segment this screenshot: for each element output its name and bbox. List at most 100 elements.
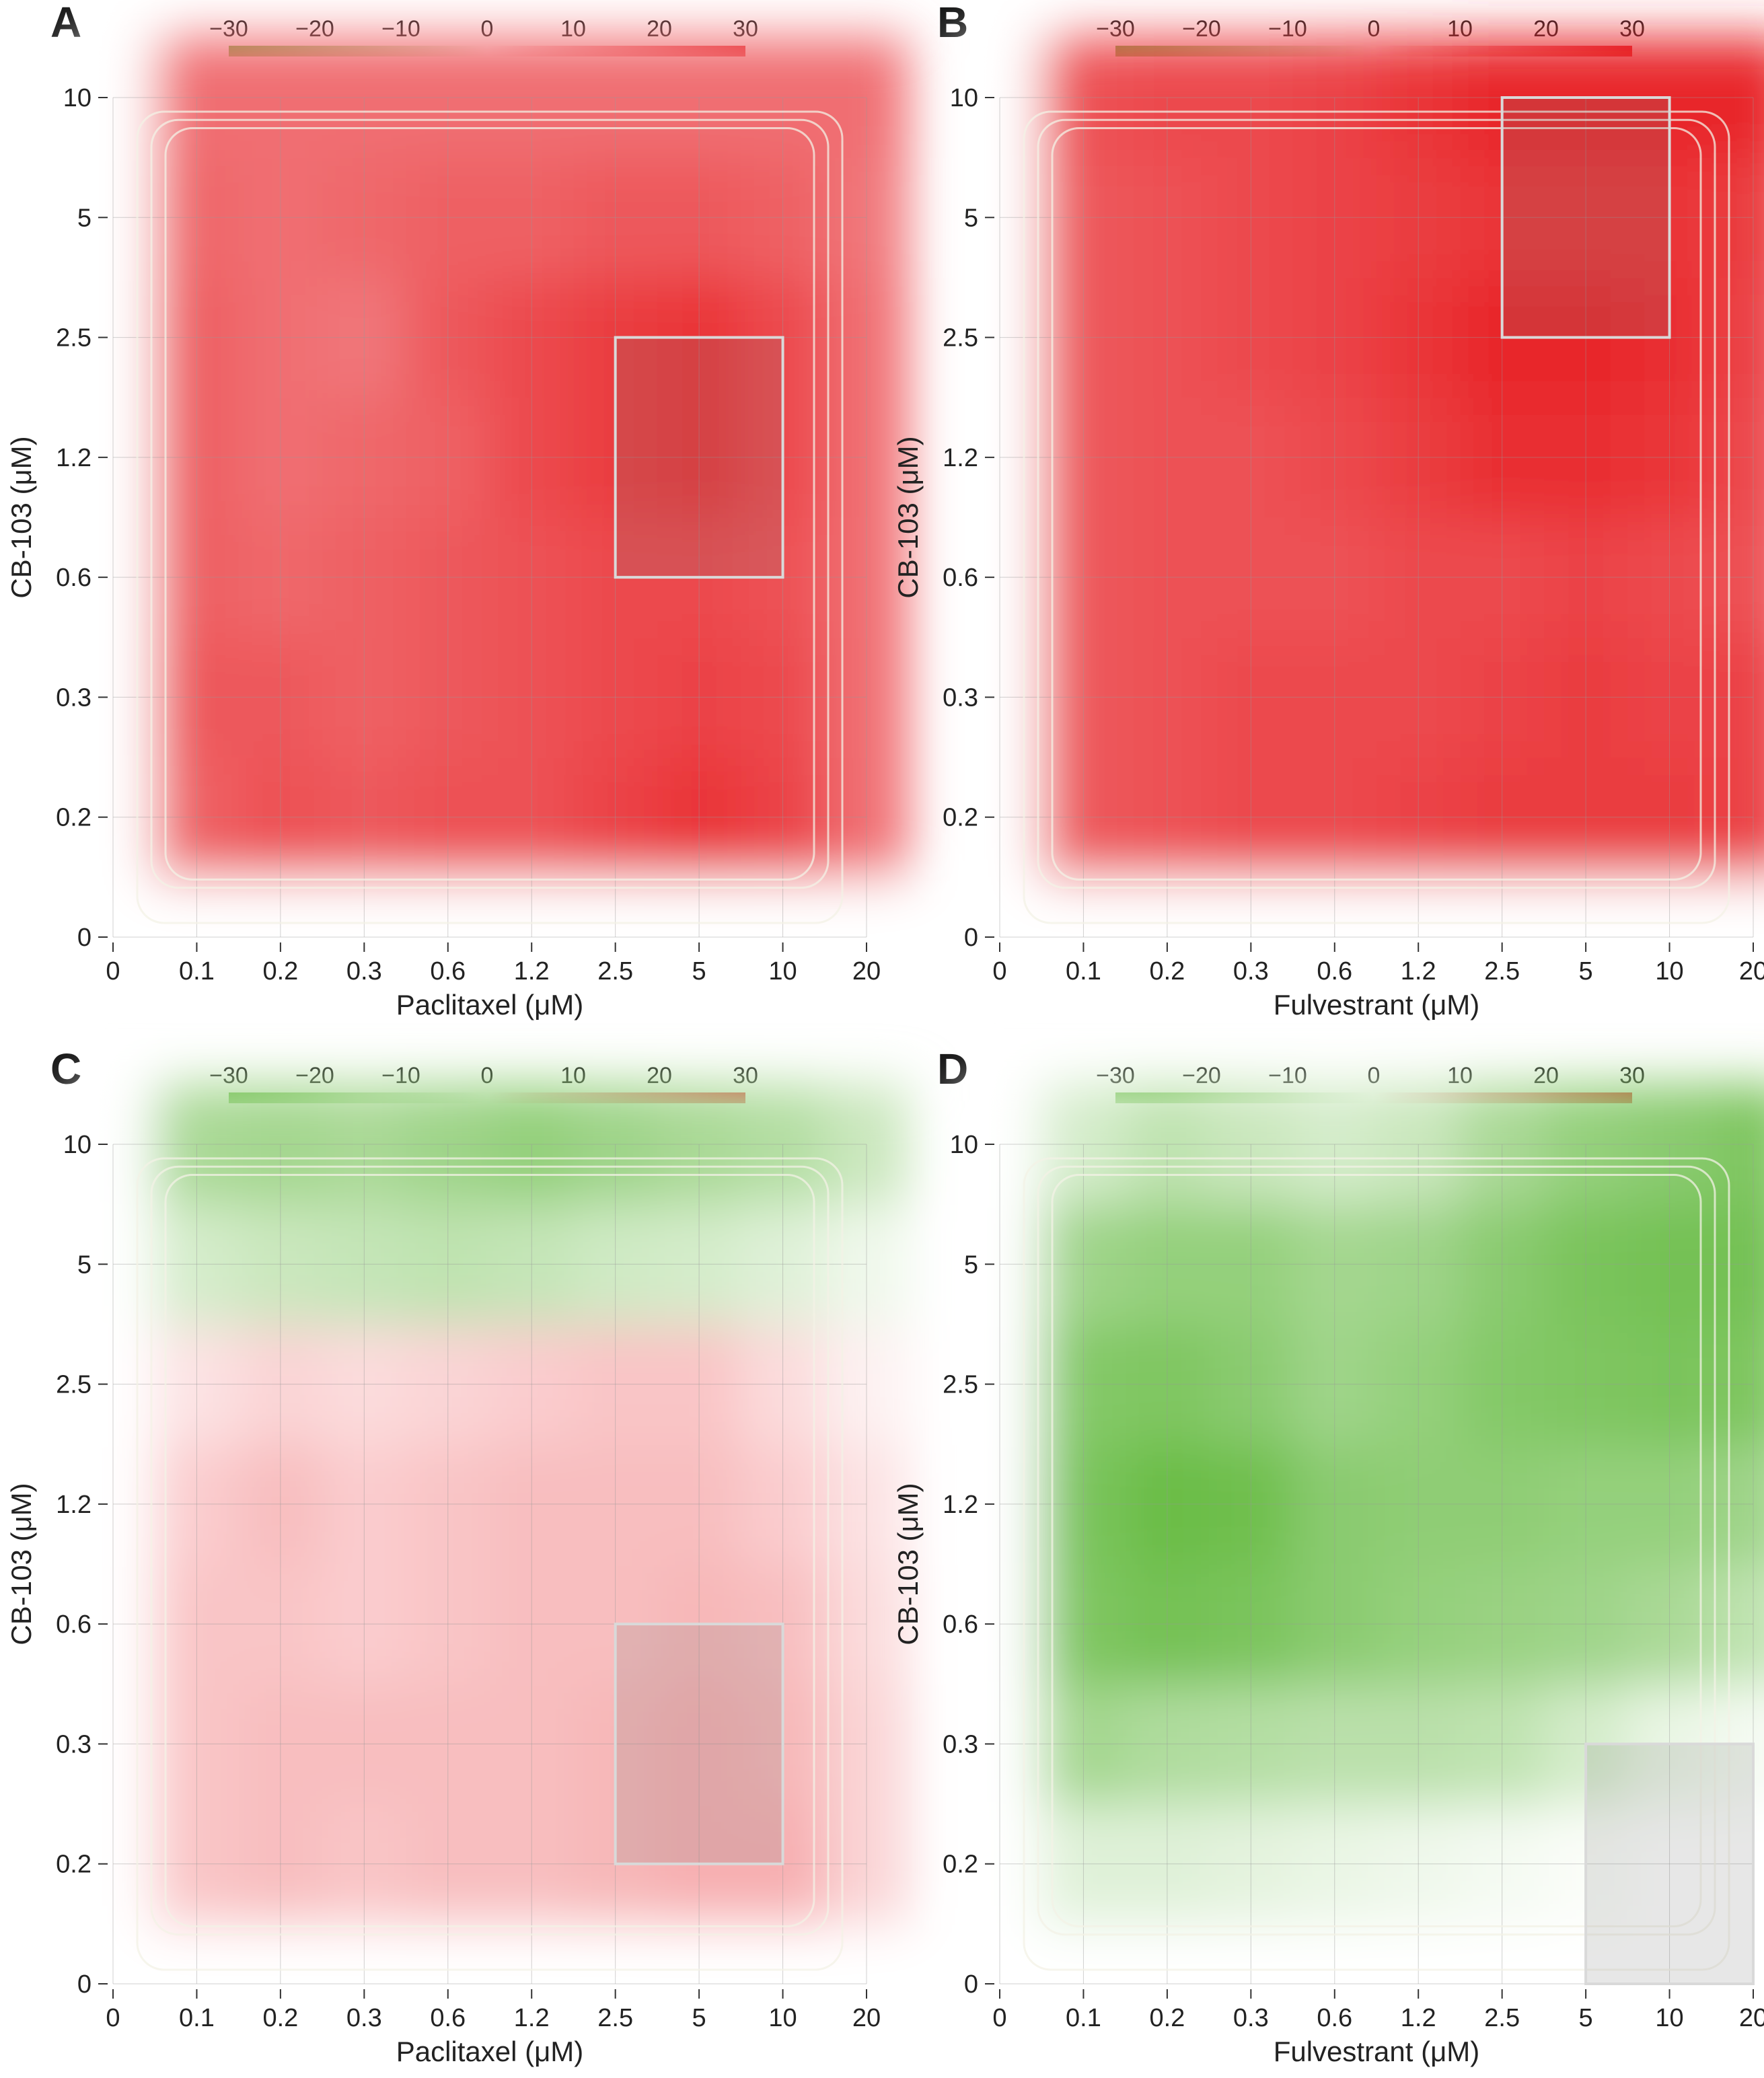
y-tick-label: 10 — [950, 1131, 978, 1159]
x-axis-label: Fulvestrant (μM) — [1274, 2036, 1480, 2067]
heatmap-cell — [657, 1444, 742, 1565]
heatmap-cell — [1209, 877, 1294, 998]
heatmap-cell — [1376, 1444, 1461, 1565]
heatmap-cell — [322, 517, 407, 638]
heatmap-cell — [490, 1324, 575, 1445]
y-tick-label: 0.2 — [56, 1851, 91, 1879]
y-tick-label: 0.2 — [56, 804, 91, 832]
colorbar-tick-label: −30 — [209, 16, 248, 42]
heatmap-cell — [490, 1804, 575, 1925]
colorbar-tick-label: 10 — [1447, 16, 1473, 42]
heatmap-cell — [824, 877, 910, 998]
x-tick-label: 0.3 — [1233, 2004, 1269, 2032]
x-tick-label: 0.6 — [430, 2004, 466, 2032]
heatmap-cell — [573, 1444, 658, 1565]
heatmap-cell — [957, 1324, 1043, 1445]
heatmap-cell — [1292, 637, 1377, 758]
colorbar-tick-label: −10 — [1268, 1063, 1307, 1088]
heatmap-cell — [406, 397, 490, 518]
heatmap-cell — [1292, 1324, 1377, 1445]
heatmap-cell — [71, 1084, 156, 1205]
heatmap-cell — [1209, 157, 1294, 279]
heatmap-cell — [71, 1804, 156, 1925]
y-tick-label: 5 — [77, 204, 91, 232]
heatmap-cell — [1376, 757, 1461, 878]
heatmap-cell — [1292, 1804, 1377, 1925]
heatmap-cell — [957, 37, 1043, 159]
y-tick-label: 0.3 — [56, 1730, 91, 1758]
heatmap-cell — [824, 1324, 910, 1445]
heatmap-cell — [1209, 1324, 1294, 1445]
heatmap-cell — [573, 1324, 658, 1445]
heatmap-cell — [238, 397, 324, 518]
y-tick-label: 0.3 — [943, 683, 978, 712]
heatmap-cell — [657, 1684, 742, 1805]
colorbar-tick-label: 30 — [1619, 1063, 1645, 1088]
heatmap-cell — [322, 37, 407, 159]
heatmap-cell — [1460, 877, 1545, 998]
heatmap-cell — [1543, 1444, 1629, 1565]
heatmap-cell — [824, 1084, 910, 1205]
y-tick-label: 0.6 — [943, 1610, 978, 1639]
heatmap-cell — [1041, 1564, 1126, 1685]
heatmap-cell — [406, 1564, 490, 1685]
heatmap-cell — [1460, 397, 1545, 518]
heatmap-cell — [1041, 637, 1126, 758]
heatmap-cell — [1376, 277, 1461, 398]
heatmap-cell — [1125, 277, 1210, 398]
y-tick-label: 2.5 — [943, 1371, 978, 1399]
contour-lines — [1023, 1157, 1730, 1971]
heatmap-cell — [1041, 1923, 1126, 2045]
heatmap-cell — [1711, 1564, 1764, 1685]
heatmap-cell — [1209, 277, 1294, 398]
heatmap-cell — [1292, 397, 1377, 518]
x-tick-label: 20 — [852, 2004, 881, 2032]
heatmap-cell — [238, 157, 324, 279]
heatmap-cell — [71, 517, 156, 638]
heatmap-cell — [1460, 1324, 1545, 1445]
heatmap-cell — [1041, 157, 1126, 279]
heatmap-cell — [406, 277, 490, 398]
colorbar-tick-label: −20 — [295, 16, 334, 42]
heatmap-cell — [657, 397, 742, 518]
heatmap-cell — [1209, 637, 1294, 758]
colorbar-tick-label: 20 — [1533, 1063, 1559, 1088]
heatmap-cell — [1125, 757, 1210, 878]
heatmap-cell — [406, 1444, 490, 1565]
heatmap-cell — [155, 37, 240, 159]
heatmap-cell — [1711, 157, 1764, 279]
heatmap-cell — [238, 277, 324, 398]
heatmap-cell — [1125, 37, 1210, 159]
heatmap-cell — [1125, 1804, 1210, 1925]
heatmap-cell — [238, 37, 324, 159]
heatmap-surface — [71, 1084, 910, 2045]
heatmap-cell — [406, 157, 490, 279]
heatmap-cell — [490, 877, 575, 998]
heatmap-cell — [573, 157, 658, 279]
heatmap-cell — [1292, 157, 1377, 279]
heatmap-cell — [490, 1564, 575, 1685]
heatmap-cell — [657, 637, 742, 758]
heatmap-cell — [741, 637, 825, 758]
heatmap-cell — [1125, 157, 1210, 279]
heatmap-cell — [957, 757, 1043, 878]
heatmap-cell — [1627, 1444, 1712, 1565]
heatmap-cell — [238, 757, 324, 878]
contour-lines — [136, 110, 844, 924]
colorbar-tick-label: 0 — [1368, 16, 1381, 42]
heatmap-cell — [1041, 1324, 1126, 1445]
heatmap-cell — [824, 1804, 910, 1925]
heatmap-cell — [1711, 1324, 1764, 1445]
colorbar-tick-label: −10 — [1268, 16, 1307, 42]
contour-lines — [136, 1157, 844, 1971]
heatmap-cell — [155, 1444, 240, 1565]
heatmap-cell — [155, 1324, 240, 1445]
heatmap-cell — [1627, 1564, 1712, 1685]
heatmap-cell — [957, 877, 1043, 998]
heatmap-cell — [71, 157, 156, 279]
heatmap-cell — [155, 637, 240, 758]
x-tick-label: 5 — [1579, 957, 1593, 986]
heatmap-cell — [71, 1684, 156, 1805]
colorbar-tick-label: 30 — [733, 16, 758, 42]
